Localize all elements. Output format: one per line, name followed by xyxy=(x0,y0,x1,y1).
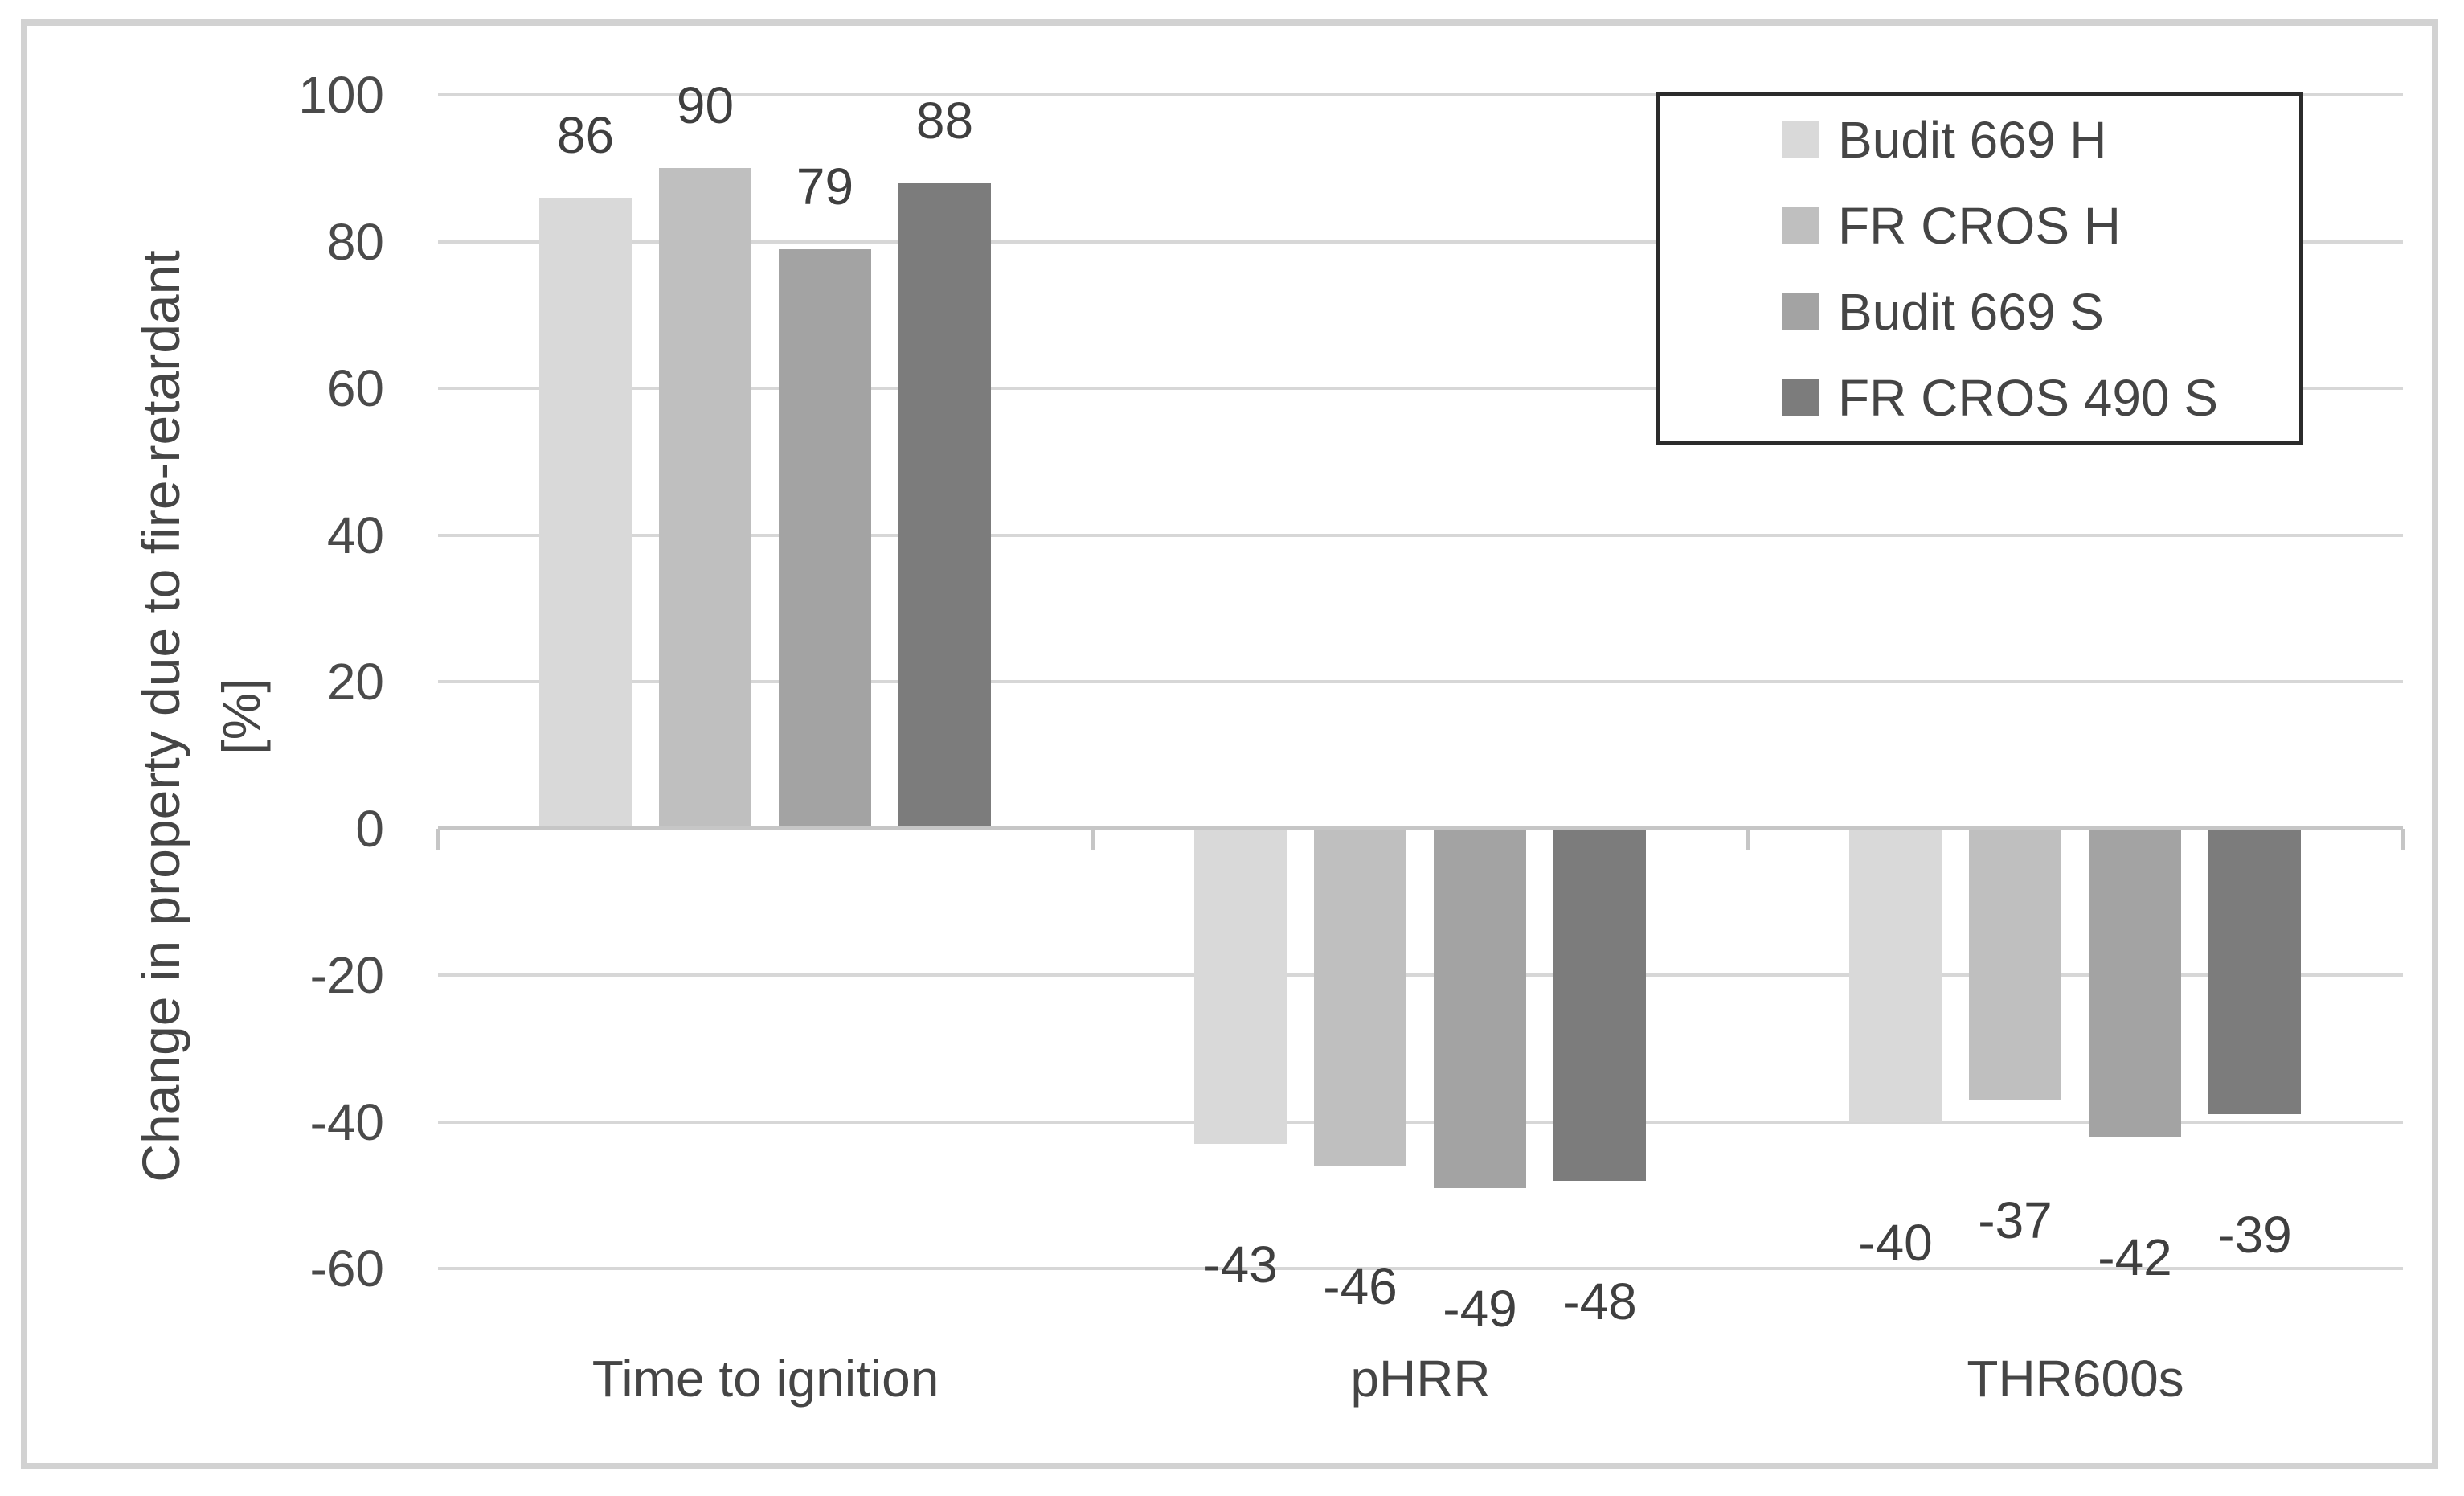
y-tick-label--60: -60 xyxy=(309,1240,385,1297)
bar-budit-669-h-time-to-ignition xyxy=(539,197,632,829)
bar-fr-cros-h-thr600s xyxy=(1969,828,2061,1100)
y-tick-label-0: 0 xyxy=(355,799,384,858)
legend-label-budit-669-h: Budit 669 H xyxy=(1838,110,2107,169)
data-label-budit-669-h-time-to-ignition: 86 xyxy=(556,105,615,164)
category-axis-tick xyxy=(1091,828,1095,850)
legend-row-fr-cros-490-s: FR CROS 490 S xyxy=(1782,368,2299,428)
bar-budit-669-h-thr600s xyxy=(1849,828,1942,1122)
legend-row-fr-cros-h: FR CROS H xyxy=(1782,196,2299,256)
legend-label-fr-cros-h: FR CROS H xyxy=(1838,196,2121,255)
gridline-y-40 xyxy=(438,533,2403,537)
y-axis-title-text: Change in property due to fire-retardant xyxy=(131,250,190,1182)
y-tick-label-60: 60 xyxy=(326,359,384,417)
y-tick-label--20: -20 xyxy=(309,946,385,1004)
data-label-budit-669-s-phrr: -49 xyxy=(1443,1279,1517,1338)
legend-row-budit-669-h: Budit 669 H xyxy=(1782,110,2299,170)
gridline-y--60 xyxy=(438,1267,2403,1270)
data-label-budit-669-s-thr600s: -42 xyxy=(2098,1228,2172,1286)
data-label-fr-cros-h-time-to-ignition: 90 xyxy=(676,76,735,135)
data-label-fr-cros-h-thr600s: -37 xyxy=(1978,1191,2053,1250)
category-label-time-to-ignition: Time to ignition xyxy=(591,1350,939,1408)
bar-fr-cros-490-s-time-to-ignition xyxy=(898,182,991,829)
legend-row-budit-669-s: Budit 669 S xyxy=(1782,282,2299,342)
data-label-fr-cros-490-s-time-to-ignition: 88 xyxy=(915,91,974,150)
gridline-y--20 xyxy=(438,973,2403,977)
data-label-fr-cros-490-s-thr600s: -39 xyxy=(2217,1206,2292,1264)
gridline-y-80 xyxy=(438,240,2403,244)
legend-swatch-icon xyxy=(1782,379,1819,416)
bar-budit-669-s-time-to-ignition xyxy=(779,248,871,829)
legend-swatch-icon xyxy=(1782,293,1819,330)
category-label-phrr: pHRR xyxy=(1350,1350,1491,1408)
bar-budit-669-s-thr600s xyxy=(2089,828,2181,1137)
data-label-budit-669-s-time-to-ignition: 79 xyxy=(796,157,854,215)
category-axis-tick xyxy=(2401,828,2405,850)
gridline-y-20 xyxy=(438,680,2403,683)
legend-swatch-icon xyxy=(1782,207,1819,244)
bar-fr-cros-h-time-to-ignition xyxy=(659,168,751,829)
bar-fr-cros-490-s-phrr xyxy=(1553,828,1646,1181)
data-label-fr-cros-490-s-phrr: -48 xyxy=(1562,1272,1637,1330)
data-label-budit-669-h-phrr: -43 xyxy=(1203,1235,1278,1293)
bar-budit-669-h-phrr xyxy=(1194,828,1287,1144)
y-tick-label-20: 20 xyxy=(326,653,384,711)
y-tick-label--40: -40 xyxy=(309,1092,385,1151)
gridline-y-60 xyxy=(438,387,2403,390)
y-tick-label-40: 40 xyxy=(326,506,384,564)
category-axis-tick xyxy=(436,828,440,850)
bar-fr-cros-h-phrr xyxy=(1314,828,1406,1166)
legend: Budit 669 H FR CROS H Budit 669 S FR CROS 4… xyxy=(1656,92,2303,445)
y-tick-label-80: 80 xyxy=(326,212,384,271)
bar-budit-669-s-phrr xyxy=(1434,828,1526,1188)
category-label-thr600s: THR600s xyxy=(1967,1350,2184,1408)
category-axis-line xyxy=(438,826,2403,830)
legend-label-fr-cros-490-s: FR CROS 490 S xyxy=(1838,368,2219,427)
legend-swatch-icon xyxy=(1782,121,1819,158)
data-label-fr-cros-h-phrr: -46 xyxy=(1323,1257,1398,1316)
gridline-y-100 xyxy=(438,93,2403,96)
data-label-budit-669-h-thr600s: -40 xyxy=(1858,1213,1933,1272)
legend-label-budit-669-s: Budit 669 S xyxy=(1838,282,2104,341)
bar-fr-cros-490-s-thr600s xyxy=(2208,828,2301,1115)
category-axis-tick xyxy=(1746,828,1750,850)
y-tick-label-100: 100 xyxy=(298,66,384,124)
gridline-y--40 xyxy=(438,1120,2403,1124)
